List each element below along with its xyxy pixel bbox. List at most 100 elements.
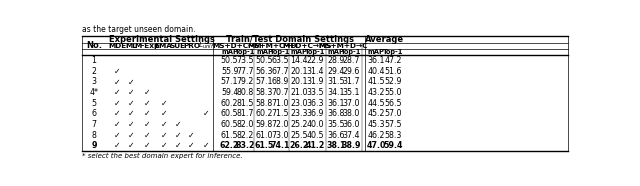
Text: 5: 5 [92,99,97,108]
Text: 36.8: 36.8 [327,109,344,118]
Text: 44.5: 44.5 [367,99,385,108]
Text: 58.3: 58.3 [385,131,402,140]
Text: 21.0: 21.0 [291,88,308,97]
Text: * select the best domain expert for inference.: * select the best domain expert for infe… [83,153,243,159]
Text: ✓: ✓ [128,88,134,97]
Text: ✓: ✓ [128,99,134,108]
Text: ✓: ✓ [114,131,120,140]
Text: 35.5: 35.5 [327,120,344,129]
Text: MS+M+D→C: MS+M+D→C [319,43,368,49]
Text: ✓: ✓ [144,99,151,108]
Text: 31.5: 31.5 [327,78,344,86]
Text: 36.1: 36.1 [367,56,385,65]
Text: 20.1: 20.1 [291,78,308,86]
Text: 57.1: 57.1 [256,78,273,86]
Text: 73.0: 73.0 [271,131,289,140]
Text: 71.0: 71.0 [271,99,289,108]
Text: 57.0: 57.0 [385,109,402,118]
Text: 41.2: 41.2 [305,141,324,150]
Text: 81.5: 81.5 [236,99,254,108]
Text: 26.2: 26.2 [290,141,309,150]
Text: 31.7: 31.7 [342,78,360,86]
Text: ✓: ✓ [128,141,134,150]
Text: 58.3: 58.3 [256,88,273,97]
Text: 43.2: 43.2 [367,88,385,97]
Text: 36.6: 36.6 [327,131,344,140]
Text: mAP: mAP [256,49,273,55]
Text: MDE: MDE [108,43,126,49]
Text: 57.1: 57.1 [221,78,238,86]
Text: 72.0: 72.0 [271,120,289,129]
Text: 4*: 4* [90,88,99,97]
Text: 36.9: 36.9 [306,109,323,118]
Text: 28.9: 28.9 [327,56,344,65]
Text: 31.4: 31.4 [306,67,324,76]
Text: ✓: ✓ [128,109,134,118]
Text: 80.8: 80.8 [236,88,253,97]
Text: 82.0: 82.0 [236,120,254,129]
Text: 9: 9 [92,141,97,150]
Text: 40.4: 40.4 [367,67,385,76]
Text: ✓: ✓ [161,99,167,108]
Text: 58.8: 58.8 [256,99,273,108]
Text: 40.0: 40.0 [306,120,324,129]
Text: ✓: ✓ [161,109,167,118]
Text: ✓: ✓ [144,109,151,118]
Text: 35.1: 35.1 [342,88,360,97]
Text: 2: 2 [92,67,97,76]
Text: 63.5: 63.5 [271,56,289,65]
Text: MS+D+C→M: MS+D+C→M [212,43,262,49]
Text: 60.2: 60.2 [221,99,238,108]
Text: ✓: ✓ [188,141,195,150]
Text: 56.5: 56.5 [385,99,402,108]
Text: 77.7: 77.7 [236,67,254,76]
Text: 50.5: 50.5 [221,56,238,65]
Text: ✓: ✓ [144,88,151,97]
Text: 61.5: 61.5 [221,131,238,140]
Text: 46.2: 46.2 [367,131,385,140]
Text: 59.4: 59.4 [383,141,403,150]
Text: 7: 7 [92,120,97,129]
Text: ✓: ✓ [114,120,120,129]
Text: 36.0: 36.0 [342,120,360,129]
Text: 36.3: 36.3 [306,99,324,108]
Text: 60.5: 60.5 [221,120,238,129]
Text: 55.0: 55.0 [385,88,402,97]
Text: 33.5: 33.5 [306,88,324,97]
Text: ✓: ✓ [114,109,120,118]
Text: 47.2: 47.2 [385,56,402,65]
Text: 40.5: 40.5 [306,131,324,140]
Text: 60.2: 60.2 [256,109,273,118]
Text: 57.5: 57.5 [385,120,402,129]
Text: 22.9: 22.9 [306,56,323,65]
Text: ✓: ✓ [114,88,120,97]
Text: ML: ML [125,43,137,49]
Text: 56.3: 56.3 [256,67,273,76]
Text: M-Exp: M-Exp [135,43,160,49]
Text: 59.4: 59.4 [221,88,238,97]
Text: ✓: ✓ [174,120,181,129]
Text: 50.5: 50.5 [256,56,273,65]
Text: 61.0: 61.0 [256,131,273,140]
Text: M+D+C→MS: M+D+C→MS [282,43,332,49]
Text: ✓: ✓ [114,78,120,86]
Text: No.: No. [86,41,102,50]
Text: 47.0: 47.0 [366,141,386,150]
Text: 74.1: 74.1 [270,141,290,150]
Text: ✓: ✓ [161,141,167,150]
Text: 70.7: 70.7 [271,88,289,97]
Text: 61.5: 61.5 [255,141,274,150]
Text: 82.2: 82.2 [236,131,254,140]
Text: 67.7: 67.7 [271,67,289,76]
Text: SUE: SUE [170,43,186,49]
Text: ✓: ✓ [128,120,134,129]
Text: Top-1: Top-1 [235,49,255,55]
Text: 23.3: 23.3 [291,109,308,118]
Text: ✓: ✓ [188,131,195,140]
Text: 62.2: 62.2 [220,141,239,150]
Text: 59.8: 59.8 [256,120,273,129]
Text: 81.7: 81.7 [236,109,254,118]
Text: 31.9: 31.9 [306,78,323,86]
Text: 83.2: 83.2 [236,141,255,150]
Text: ✓: ✓ [144,131,151,140]
